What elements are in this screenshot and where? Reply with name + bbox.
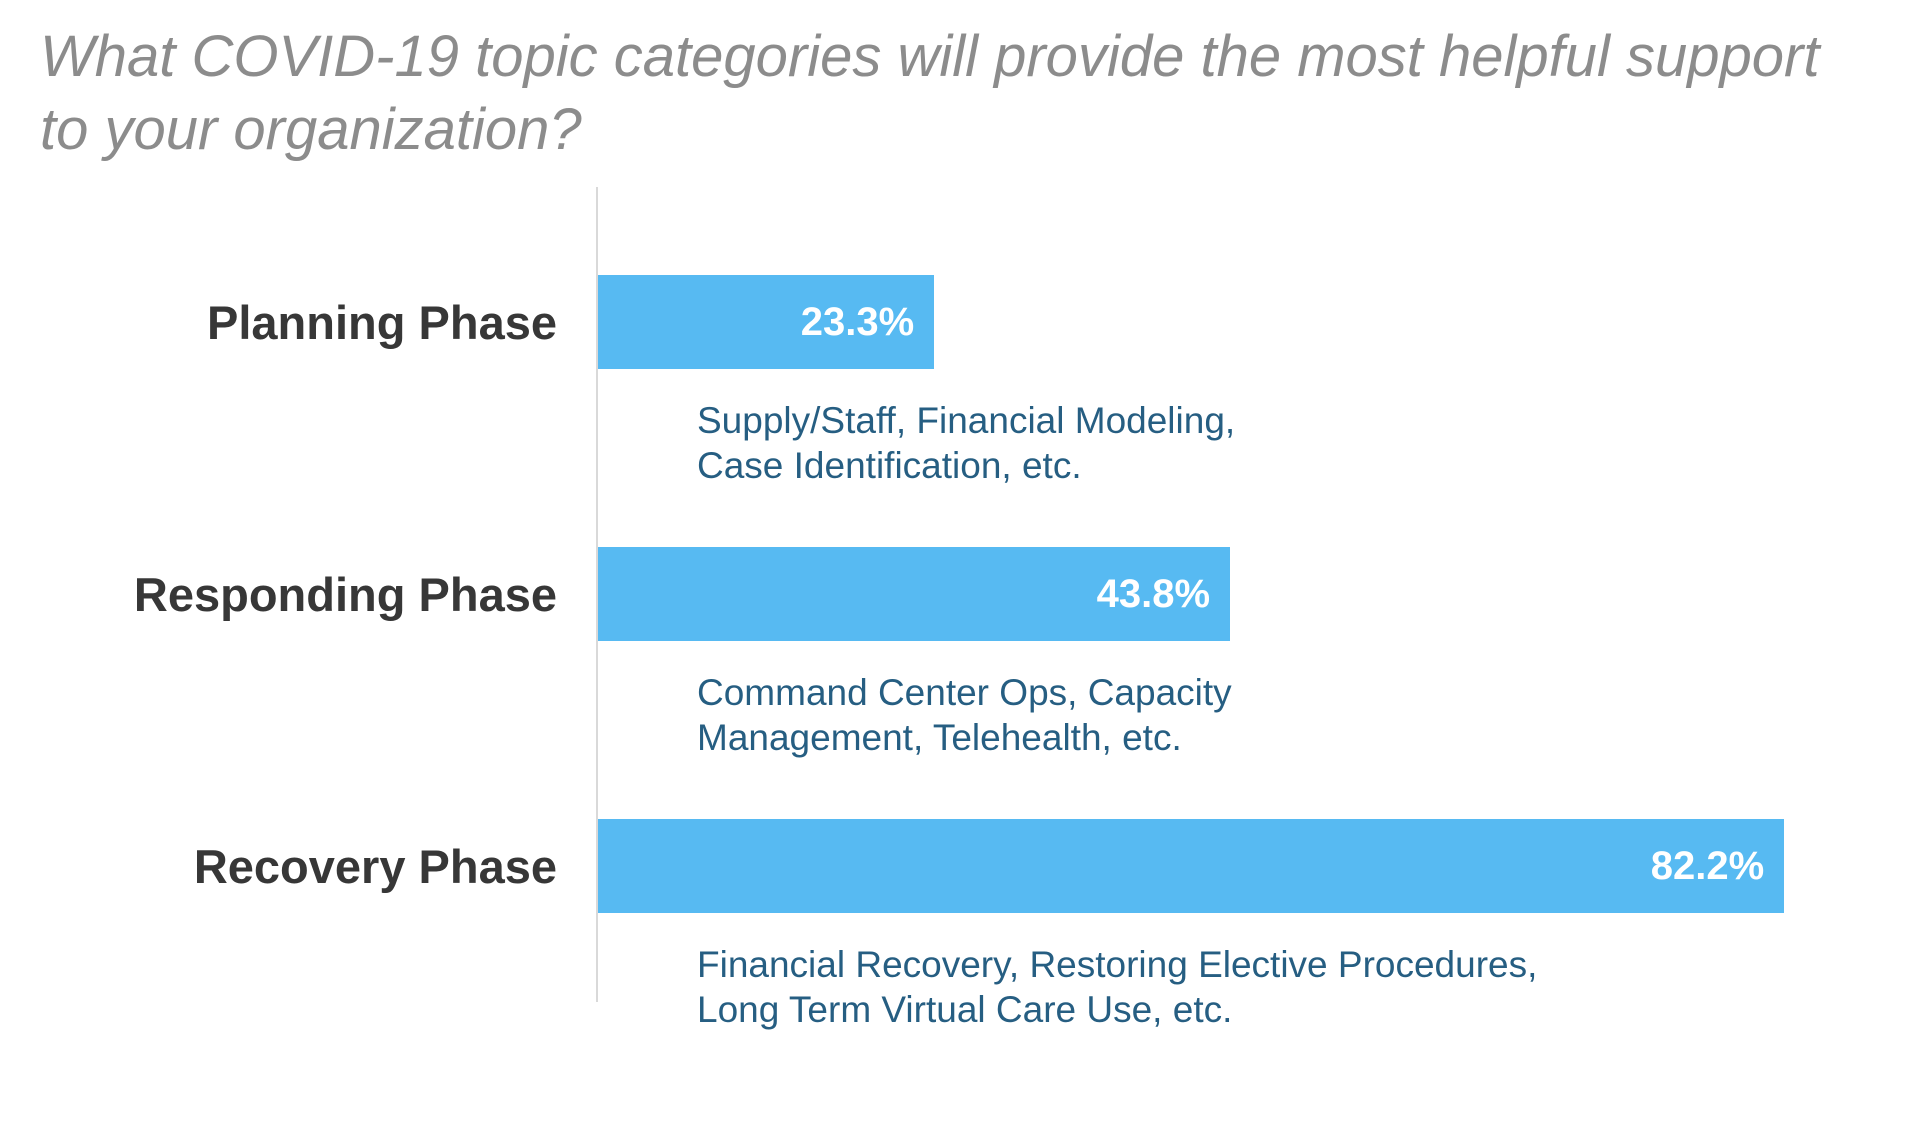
y-axis-line [596,187,598,1002]
annotation-line-1: Supply/Staff, Financial Modeling, [697,400,1236,441]
bar-responding: 43.8% [598,547,1231,641]
bar-planning: 23.3% [598,275,935,369]
annotation-line-2: Long Term Virtual Care Use, etc. [697,989,1233,1030]
bar-recovery: 82.2% [598,819,1785,913]
annotation-line-2: Case Identification, etc. [697,445,1082,486]
annotation-line-1: Command Center Ops, Capacity [697,672,1232,713]
chart-title-line-1: What COVID-19 topic categories will prov… [40,24,1820,89]
category-label: Responding Phase [133,567,557,621]
value-label: 43.8% [1096,571,1211,616]
value-label: 82.2% [1650,843,1765,888]
chart-title: What COVID-19 topic categories will prov… [40,20,1819,166]
bar-annotation: Financial Recovery, Restoring Elective P… [697,942,1537,1032]
chart-title-line-2: to your organization? [40,97,582,162]
bar-annotation: Command Center Ops, Capacity Management,… [697,670,1232,760]
category-label: Recovery Phase [193,839,557,893]
annotation-line-1: Financial Recovery, Restoring Elective P… [697,944,1538,985]
annotation-line-2: Management, Telehealth, etc. [697,717,1182,758]
bar-annotation: Supply/Staff, Financial Modeling, Case I… [697,398,1235,488]
category-label: Planning Phase [207,295,557,349]
value-label: 23.3% [800,299,915,344]
